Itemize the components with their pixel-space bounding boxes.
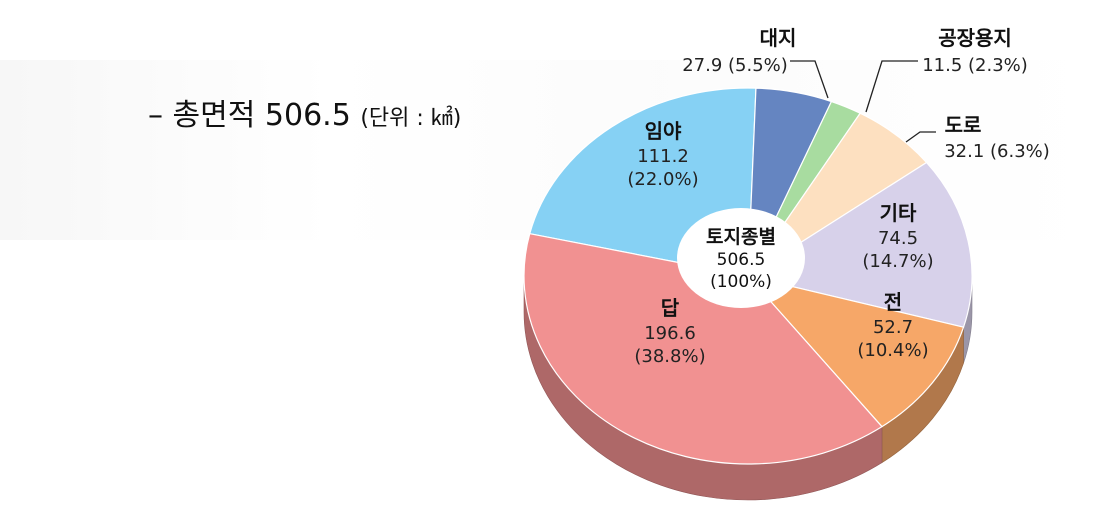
total-area-value: 506.5 bbox=[264, 98, 351, 133]
slice-label-name-답: 답 bbox=[661, 296, 680, 320]
pie-slice-전 bbox=[746, 274, 965, 428]
slice-label-value-기타: 74.5 bbox=[878, 228, 918, 249]
caption-dash: – bbox=[148, 98, 163, 133]
center-label-name: 토지종별 bbox=[706, 226, 776, 248]
slice-label-value-답: 196.6 bbox=[644, 323, 696, 344]
slice-label-value-전: 52.7 bbox=[873, 317, 913, 338]
leader-line-도로 bbox=[905, 131, 936, 143]
slice-label-value-임야: 111.2 bbox=[637, 146, 689, 167]
pie-slice-답 bbox=[523, 233, 883, 465]
slice-label-pct-임야: (22.0%) bbox=[627, 169, 698, 190]
slice-label-pct-기타: (14.7%) bbox=[862, 251, 933, 272]
center-label-pct: (100%) bbox=[710, 272, 772, 292]
leader-line-공장용지 bbox=[865, 60, 918, 113]
unit-label: (단위 : ㎢) bbox=[360, 106, 462, 131]
slice-label-name-전: 전 bbox=[884, 290, 902, 314]
slice-label-name-기타: 기타 bbox=[880, 201, 917, 225]
pie-slice-기타 bbox=[746, 161, 973, 328]
center-label-value: 506.5 bbox=[717, 250, 766, 270]
slice-label-name-대지: 대지 bbox=[760, 26, 797, 50]
slice-label-value-대지: 27.9 (5.5%) bbox=[682, 55, 788, 76]
pie-center-hole bbox=[677, 208, 805, 308]
slice-label-pct-전: (10.4%) bbox=[857, 340, 928, 361]
slice-label-pct-답: (38.8%) bbox=[634, 346, 705, 367]
total-area-caption: – 총면적 506.5 (단위 : ㎢) bbox=[148, 96, 461, 139]
slice-label-name-공장용지: 공장용지 bbox=[938, 26, 1012, 50]
slice-label-name-도로: 도로 bbox=[945, 113, 982, 137]
slice-label-value-도로: 32.1 (6.3%) bbox=[944, 141, 1050, 162]
leader-line-대지 bbox=[790, 60, 829, 99]
total-area-label: 총면적 bbox=[172, 98, 256, 133]
slice-label-name-임야: 임야 bbox=[645, 119, 682, 143]
slice-label-value-공장용지: 11.5 (2.3%) bbox=[922, 55, 1028, 76]
